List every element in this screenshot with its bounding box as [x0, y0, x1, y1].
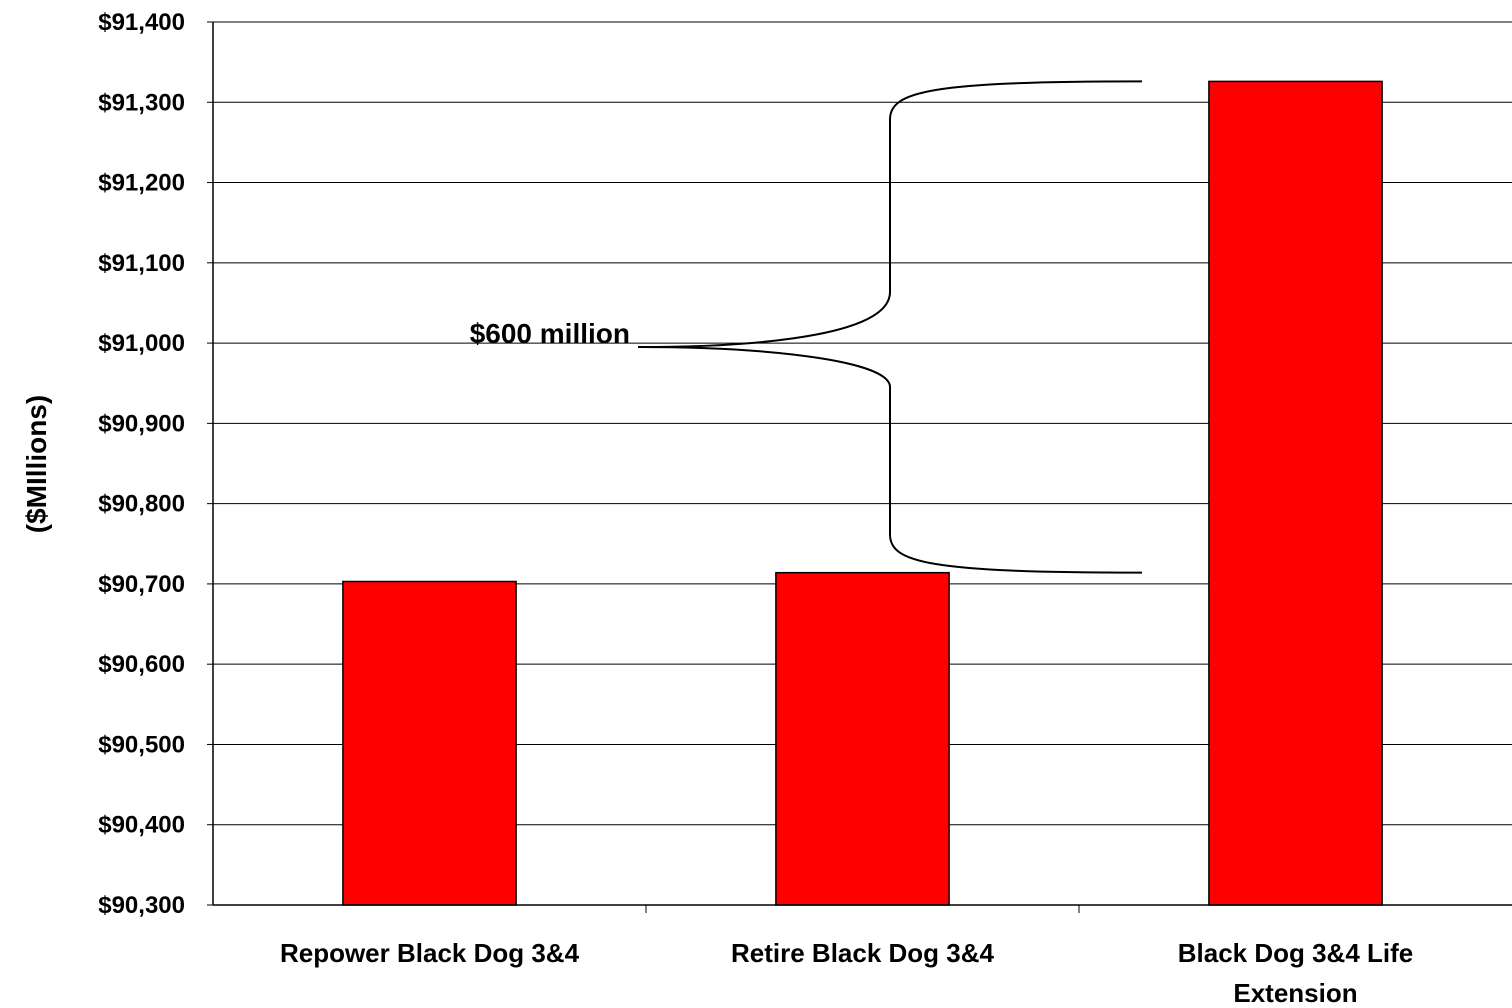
y-tick-label: $91,200 — [98, 170, 185, 197]
annotation-brace — [637, 80, 1143, 574]
x-category-label: Retire Black Dog 3&4 — [731, 938, 995, 968]
x-category-labels: Repower Black Dog 3&4 Retire Black Dog 3&… — [280, 938, 1413, 1008]
y-tick-label: $90,900 — [98, 410, 185, 437]
annotation: $600 million — [470, 80, 1143, 574]
y-tick-label: $91,300 — [98, 89, 185, 116]
y-tick-label: $90,800 — [98, 491, 185, 518]
annotation-label: $600 million — [470, 318, 630, 349]
x-category-label: Black Dog 3&4 Life — [1178, 938, 1414, 968]
bars — [342, 80, 1383, 906]
y-tick-label: $90,400 — [98, 812, 185, 839]
y-tick-label: $90,700 — [98, 571, 185, 598]
y-tick-label: $90,300 — [98, 892, 185, 919]
y-tick-label: $90,600 — [98, 651, 185, 678]
y-tick-label: $90,500 — [98, 731, 185, 758]
y-tick-labels: $90,300 $90,400 $90,500 $90,600 $90,700 $90,8… — [98, 9, 185, 919]
axes — [207, 21, 1512, 913]
bar — [775, 571, 950, 906]
y-tick-label: $91,000 — [98, 330, 185, 357]
y-tick-label: $91,400 — [98, 9, 185, 36]
bar — [342, 580, 517, 906]
y-tick-label: $91,100 — [98, 250, 185, 277]
bar — [1208, 80, 1383, 906]
x-category-label: Repower Black Dog 3&4 — [280, 938, 580, 968]
x-category-label: Extension — [1233, 978, 1357, 1008]
y-axis-title: ($MIllions) — [21, 395, 52, 533]
